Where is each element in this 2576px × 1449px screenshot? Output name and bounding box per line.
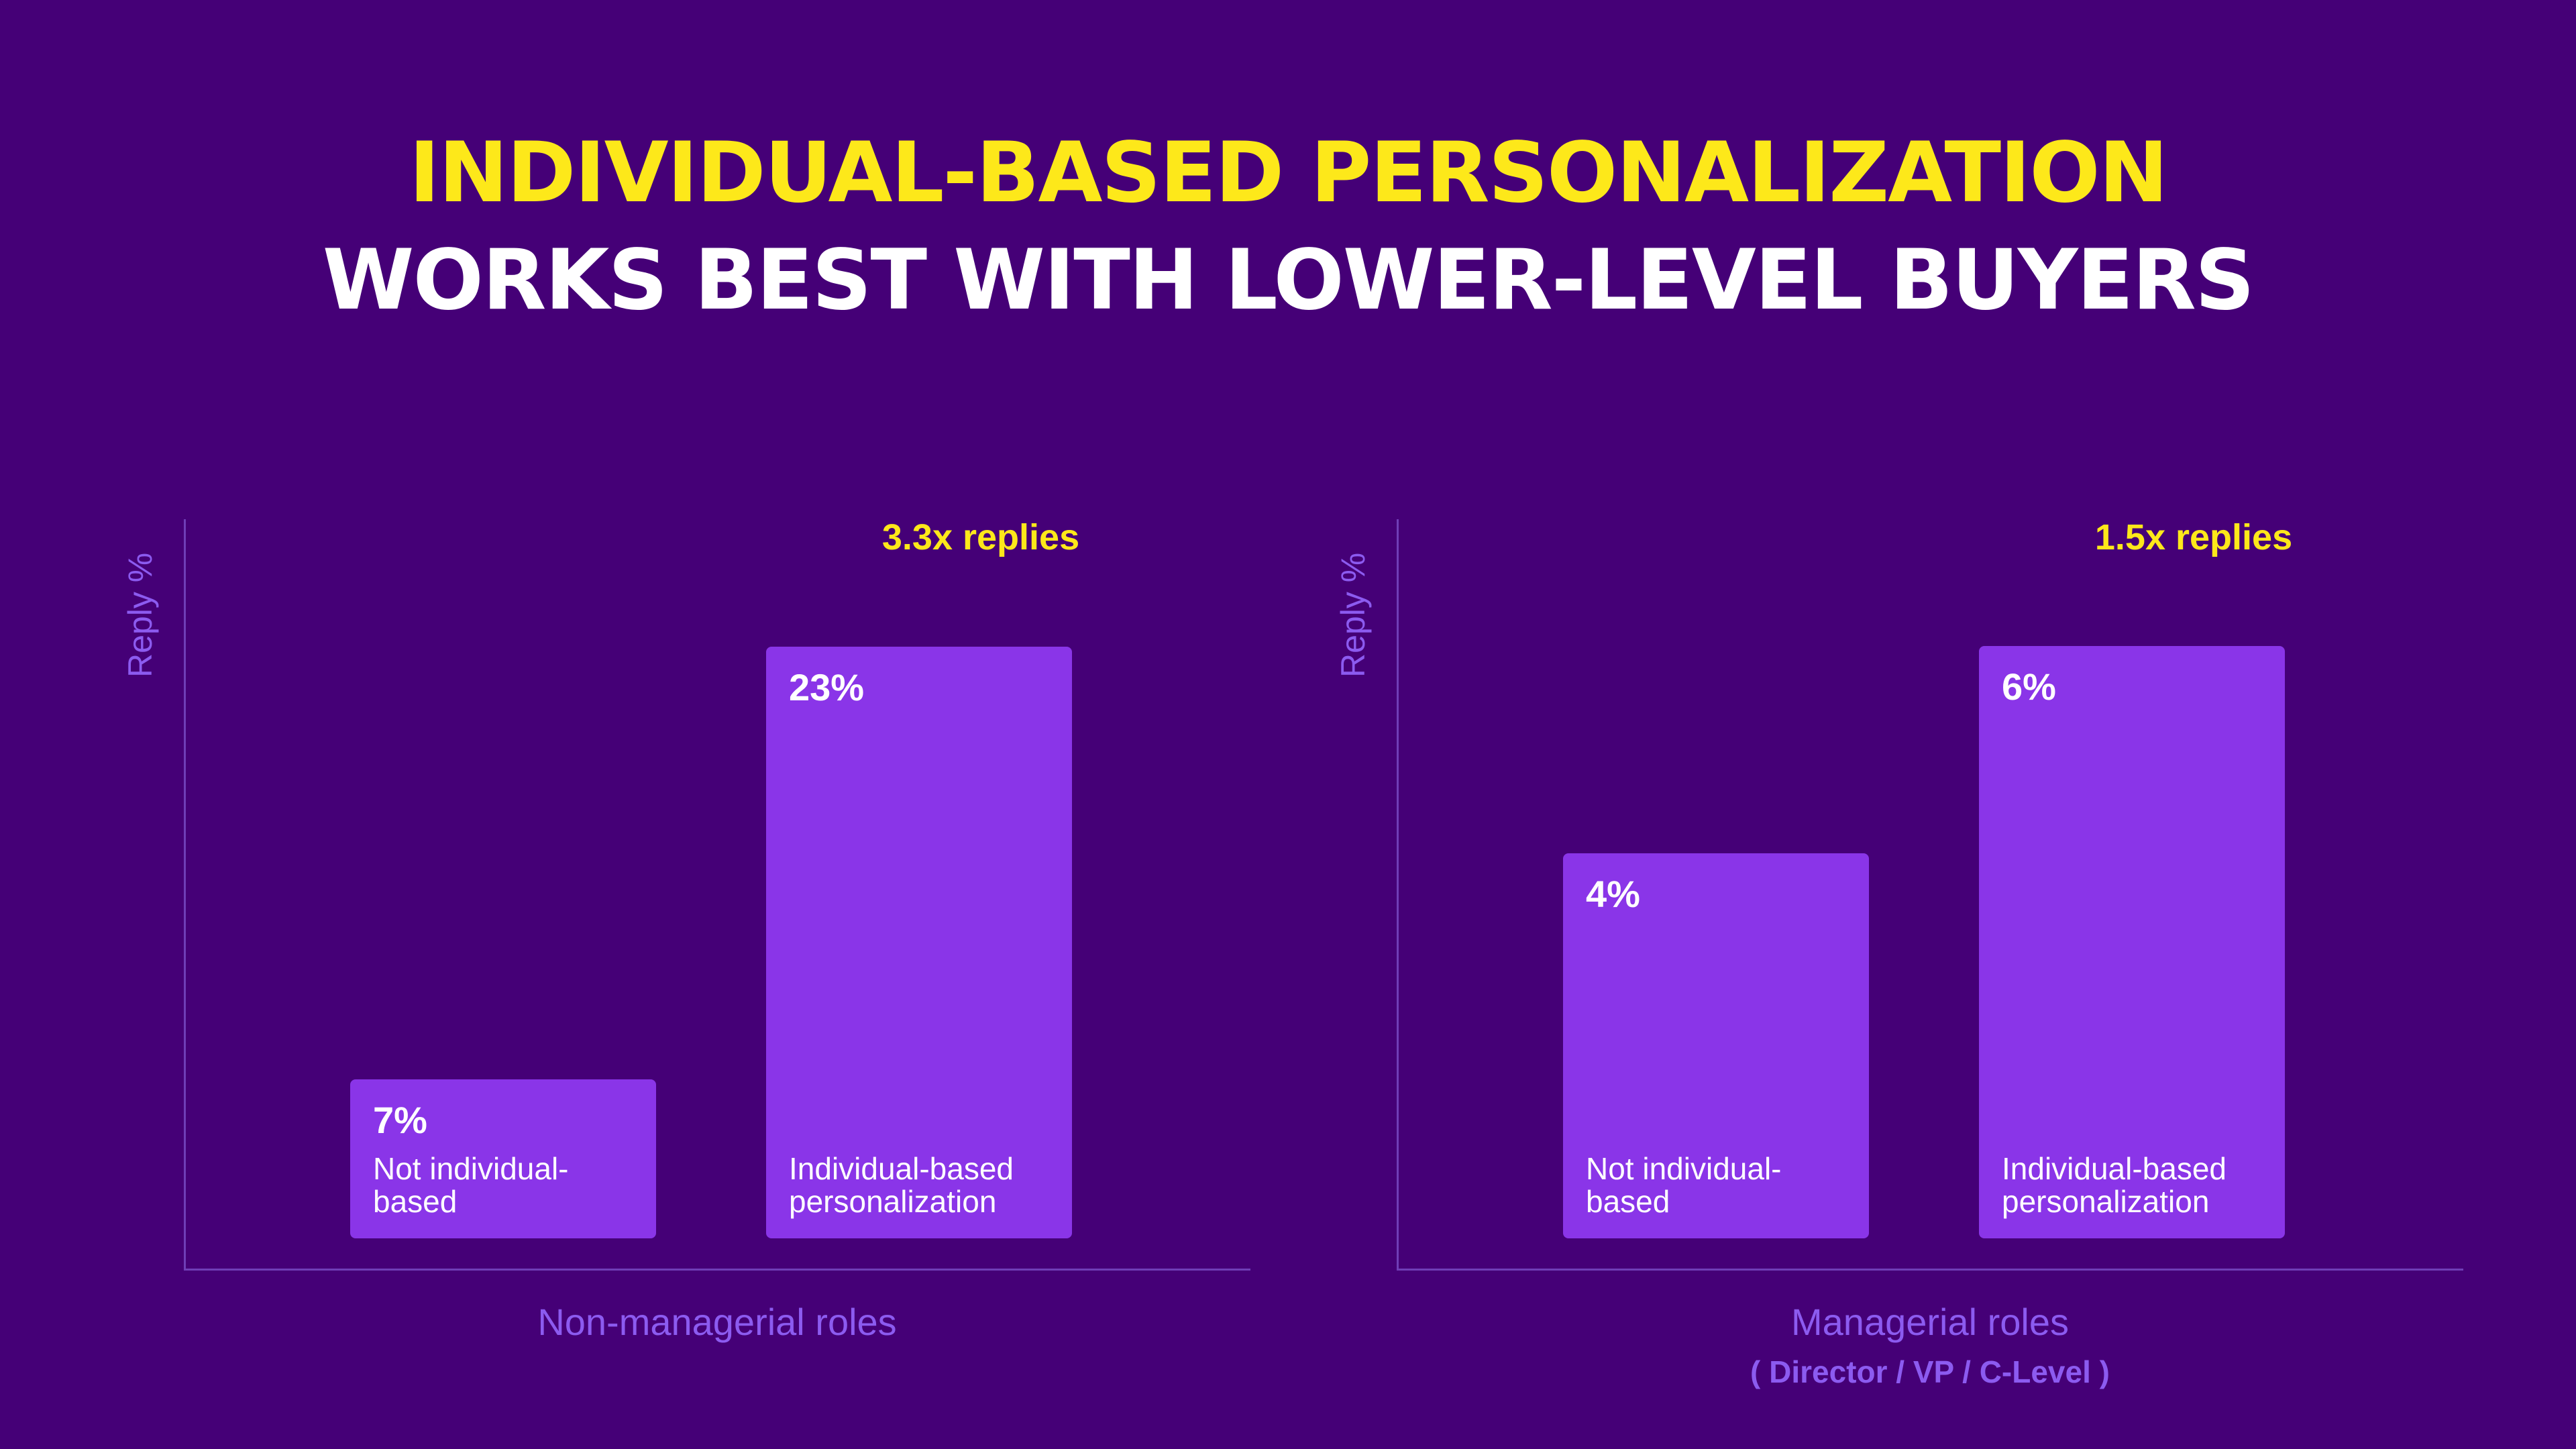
bar: 6% Individual-based personalization	[1979, 645, 2285, 1238]
bar-category-label: Not individual-	[1586, 1151, 1782, 1187]
bar-value-label: 4%	[1586, 873, 1640, 916]
y-axis-label: Reply %	[121, 552, 159, 678]
bar-category-label: personalization	[789, 1184, 997, 1220]
multiplier-annotation: 1.5x replies	[2094, 517, 2293, 557]
bar-category-label: based	[373, 1184, 458, 1220]
y-axis-line	[184, 519, 186, 1271]
y-axis-line	[1397, 519, 1399, 1271]
bar: 7% Not individual- based	[350, 1079, 656, 1238]
chart-non-managerial: Reply % 3.3x replies 7% Not individual- …	[114, 517, 1250, 1415]
title-line-1: INDIVIDUAL-BASED PERSONALIZATION	[409, 125, 2169, 221]
bar-value-label: 23%	[789, 665, 865, 708]
x-axis-line	[1397, 1269, 2463, 1271]
multiplier-annotation: 3.3x replies	[881, 517, 1080, 557]
bar-value-label: 7%	[373, 1098, 427, 1141]
bar-value-label: 6%	[2002, 665, 2056, 708]
bar: 23% Individual-based personalization	[766, 646, 1072, 1238]
bar-category-label: personalization	[2002, 1184, 2210, 1220]
bar: 4% Not individual- based	[1563, 853, 1869, 1238]
x-axis-line	[184, 1269, 1250, 1271]
bar-category-label: Individual-based	[2002, 1151, 2227, 1187]
bar-category-label: Not individual-	[373, 1151, 569, 1187]
x-axis-label: Non-managerial roles	[537, 1301, 897, 1343]
title-line-2: WORKS BEST WITH LOWER-LEVEL BUYERS	[322, 232, 2255, 329]
x-axis-label: Managerial roles	[1791, 1301, 2069, 1343]
bar-category-label: Individual-based	[789, 1151, 1014, 1187]
y-axis-label: Reply %	[1334, 552, 1372, 678]
bar-category-label: based	[1586, 1184, 1670, 1220]
chart-managerial: Reply % 1.5x replies 4% Not individual- …	[1327, 517, 2463, 1415]
x-axis-sublabel: ( Director / VP / C-Level )	[1750, 1354, 2110, 1389]
